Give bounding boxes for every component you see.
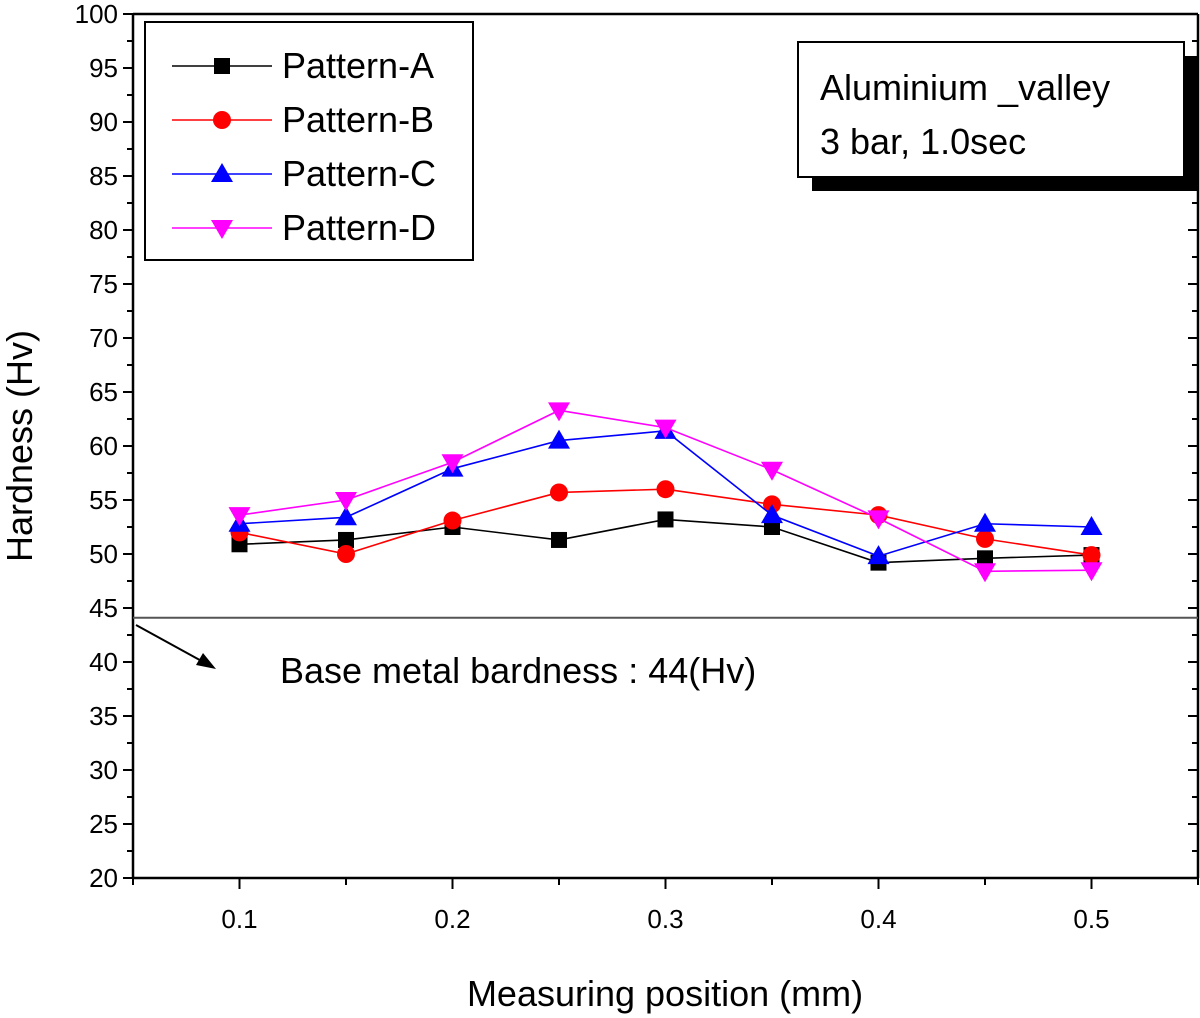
x-tick-label: 0.5: [1073, 904, 1109, 934]
pattern-b-point: [443, 511, 462, 530]
y-tick-label: 75: [89, 269, 118, 299]
legend-label-pattern-c: Pattern-C: [282, 153, 436, 194]
annotation-box-frame: [797, 41, 1185, 178]
x-tick-label: 0.2: [434, 904, 470, 934]
pattern-c-point: [761, 504, 783, 524]
annotation-box: Aluminium _valley 3 bar, 1.0sec: [797, 41, 1198, 191]
y-tick-label: 65: [89, 377, 118, 407]
y-tick-label: 50: [89, 539, 118, 569]
legend-marker-pattern-a: [214, 58, 230, 74]
y-tick-label: 55: [89, 485, 118, 515]
x-axis-title: Measuring position (mm): [467, 973, 863, 1014]
pattern-c-point: [974, 512, 996, 532]
pattern-c-point: [867, 545, 890, 565]
x-tick-label: 0.4: [860, 904, 896, 934]
pattern-c-point: [1080, 516, 1103, 535]
legend-label-pattern-a: Pattern-A: [282, 45, 434, 86]
x-tick-labels: 0.1 0.2 0.3 0.4 0.5: [221, 904, 1109, 934]
legend: Pattern-A Pattern-B Pattern-C Pattern-D: [144, 21, 474, 261]
pattern-b-point: [1082, 546, 1101, 565]
legend-label-pattern-d: Pattern-D: [282, 207, 436, 248]
series-pattern-d: [228, 402, 1103, 583]
pattern-d-point: [761, 461, 783, 481]
pattern-d-point: [974, 563, 996, 583]
y-tick-label: 40: [89, 647, 118, 677]
pattern-b-point: [976, 529, 994, 548]
pattern-b-point: [550, 483, 568, 502]
pattern-b-point: [656, 480, 675, 499]
pattern-a-point: [551, 531, 567, 548]
y-tick-label: 70: [89, 323, 118, 353]
x-tick-label: 0.1: [221, 904, 257, 934]
series-layer: [228, 402, 1103, 583]
pattern-a-point: [977, 550, 993, 567]
y-tick-label: 100: [75, 0, 118, 29]
legend-marker-pattern-c: [211, 163, 233, 182]
pattern-d-point: [1080, 562, 1103, 582]
y-tick-label: 30: [89, 755, 118, 785]
pattern-d-point: [441, 454, 464, 474]
annotation-line-2: 3 bar, 1.0sec: [820, 121, 1026, 162]
y-tick-label: 45: [89, 593, 118, 623]
legend-entry-pattern-c: Pattern-C: [172, 153, 436, 194]
y-tick-labels: 20 25 30 35 40 45 50 55 60 65 70 75 80 85 90 95 100: [75, 0, 118, 893]
pattern-c-point: [548, 429, 570, 449]
pattern-d-point: [867, 510, 890, 530]
pattern-d-point: [335, 492, 357, 511]
pattern-d-point: [654, 419, 677, 439]
pattern-a-point: [657, 511, 674, 528]
pattern-d-point: [548, 402, 570, 422]
y-tick-label: 80: [89, 215, 118, 245]
legend-entry-pattern-a: Pattern-A: [172, 45, 434, 86]
x-tick-label: 0.3: [647, 904, 683, 934]
pattern-b-point: [337, 545, 355, 563]
annotation-line-1: Aluminium _valley: [820, 67, 1110, 108]
y-tick-label: 35: [89, 701, 118, 731]
legend-entries: Pattern-A Pattern-B Pattern-C Pattern-D: [172, 45, 436, 248]
y-tick-label: 25: [89, 809, 118, 839]
arrow-head-icon: [196, 653, 216, 669]
pattern-d-point: [228, 507, 251, 527]
y-axis-title: Hardness (Hv): [0, 330, 40, 562]
y-tick-label: 90: [89, 107, 118, 137]
y-tick-label: 20: [89, 863, 118, 893]
legend-marker-pattern-d: [211, 220, 233, 239]
legend-entry-pattern-d: Pattern-D: [172, 207, 436, 248]
y-tick-label: 60: [89, 431, 118, 461]
legend-frame: [144, 21, 474, 261]
legend-entry-pattern-b: Pattern-B: [172, 99, 434, 140]
base-metal-hardness-label: Base metal bardness : 44(Hv): [280, 650, 756, 691]
base-metal-reference: Base metal bardness : 44(Hv): [133, 616, 1198, 691]
legend-label-pattern-b: Pattern-B: [282, 99, 434, 140]
pattern-a-point: [338, 531, 354, 548]
legend-marker-pattern-b: [213, 111, 231, 129]
series-pattern-c: [228, 419, 1103, 565]
pattern-c-point: [335, 506, 357, 526]
y-tick-label: 95: [89, 53, 118, 83]
y-tick-label: 85: [89, 161, 118, 191]
arrow-line: [135, 624, 208, 665]
